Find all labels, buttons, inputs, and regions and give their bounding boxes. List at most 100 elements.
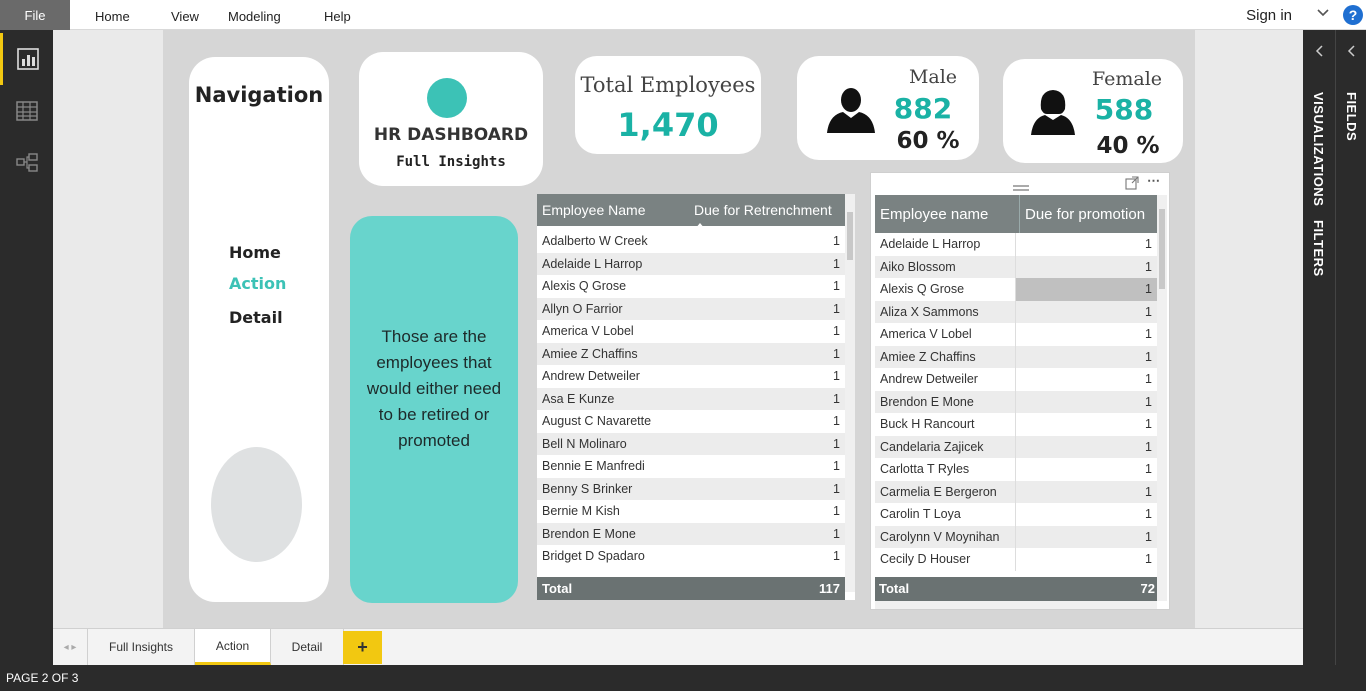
- table-row[interactable]: Buck H Rancourt 1: [875, 413, 1157, 436]
- retrenchment-employee-name-cell: Asa E Kunze: [542, 391, 615, 406]
- table-row[interactable]: Benny S Brinker 1: [537, 477, 845, 500]
- retrenchment-scroll-thumb[interactable]: [847, 212, 853, 260]
- promotion-employee-name-cell: Brendon E Mone: [880, 394, 974, 409]
- nav-link-action[interactable]: Action: [229, 274, 287, 293]
- table-row[interactable]: Amiee Z Chaffins 1: [875, 345, 1157, 368]
- table-row[interactable]: Carolin T Loya 1: [875, 503, 1157, 526]
- table-row[interactable]: Bennie E Manfredi 1: [537, 455, 845, 478]
- collapse-chevron-icon[interactable]: [1314, 44, 1324, 62]
- tab-full-insights[interactable]: Full Insights: [88, 629, 195, 665]
- nav-link-detail[interactable]: Detail: [229, 308, 283, 327]
- promotion-employee-name-cell: Andrew Detweiler: [880, 372, 978, 387]
- help-icon[interactable]: ?: [1343, 5, 1363, 25]
- table-row[interactable]: Bernie M Kish 1: [537, 500, 845, 523]
- menu-modeling[interactable]: Modeling: [228, 9, 281, 24]
- table-row[interactable]: America V Lobel 1: [875, 323, 1157, 346]
- table-row[interactable]: Asa E Kunze 1: [537, 387, 845, 410]
- table-row[interactable]: Carmelia E Bergeron 1: [875, 480, 1157, 503]
- logo-dot-icon: [427, 78, 467, 118]
- table-row[interactable]: America V Lobel 1: [537, 320, 845, 343]
- promotion-value-cell-bg: [1015, 390, 1157, 413]
- add-page-button[interactable]: +: [343, 631, 382, 664]
- table-row[interactable]: Bell N Molinaro 1: [537, 432, 845, 455]
- retrenchment-table-header: Employee Name Due for Retrenchment: [537, 194, 845, 229]
- table-row[interactable]: Adelaide L Harrop 1: [537, 252, 845, 275]
- menu-help[interactable]: Help: [324, 9, 351, 24]
- nav-link-home[interactable]: Home: [229, 243, 281, 262]
- menu-view[interactable]: View: [171, 9, 199, 24]
- chevron-down-icon[interactable]: [1316, 6, 1330, 24]
- promotion-value-cell: 1: [1145, 237, 1152, 252]
- table-row[interactable]: Adelaide L Harrop 1: [875, 233, 1157, 256]
- male-percent: 60 %: [896, 128, 960, 154]
- table-row[interactable]: Allyn O Farrior 1: [537, 297, 845, 320]
- retrenchment-employee-name-cell: August C Navarette: [542, 414, 652, 429]
- table-row[interactable]: Carlotta T Ryles 1: [875, 458, 1157, 481]
- promotion-scrollbar[interactable]: [1157, 195, 1167, 601]
- retrenchment-scrollbar[interactable]: [845, 194, 855, 592]
- column-header-due-for-promotion[interactable]: Due for promotion: [1019, 195, 1159, 233]
- table-row[interactable]: Cecily D Houser 1: [875, 548, 1157, 571]
- promotion-value-cell: 1: [1145, 507, 1152, 522]
- column-header-due-for-retrenchment[interactable]: Due for Retrenchment: [694, 202, 832, 218]
- fields-tab[interactable]: FIELDS: [1344, 92, 1359, 142]
- report-page: Navigation Home Action Detail HR DASHBOA…: [163, 30, 1195, 628]
- table-row[interactable]: Aiko Blossom 1: [875, 255, 1157, 278]
- table-row[interactable]: Alexis Q Grose 1: [875, 278, 1157, 301]
- retrenchment-employee-name-cell: Adelaide L Harrop: [542, 256, 643, 271]
- promotion-scroll-thumb[interactable]: [1159, 209, 1165, 289]
- table-row[interactable]: Alexis Q Grose 1: [537, 275, 845, 298]
- promotion-hscrollbar[interactable]: [875, 601, 1157, 609]
- promotion-value-cell-bg: [1015, 255, 1157, 278]
- tab-detail[interactable]: Detail: [271, 629, 344, 665]
- data-view-icon[interactable]: [0, 85, 53, 137]
- report-view-icon[interactable]: [0, 33, 53, 85]
- table-row[interactable]: Bridget D Spadaro 1: [537, 545, 845, 568]
- male-count: 882: [893, 92, 953, 125]
- collapse-fields-chevron-icon[interactable]: [1346, 44, 1356, 62]
- tab-scroll-arrows-icon[interactable]: ◂ ▸: [53, 629, 88, 665]
- promotion-employee-name-cell: Carlotta T Ryles: [880, 462, 970, 477]
- column-header-employee-name-promo[interactable]: Employee name: [880, 205, 989, 223]
- table-row[interactable]: Andrew Detweiler 1: [875, 368, 1157, 391]
- retrenchment-employee-name-cell: Allyn O Farrior: [542, 301, 623, 316]
- table-row[interactable]: Andrew Detweiler 1: [537, 365, 845, 388]
- view-rail: [0, 30, 53, 665]
- visualizations-tab[interactable]: VISUALIZATIONS: [1311, 92, 1326, 207]
- dashboard-subtitle: Full Insights: [396, 154, 506, 170]
- focus-mode-icon[interactable]: [1125, 175, 1139, 194]
- table-row[interactable]: Adalberto W Creek 1: [537, 230, 845, 253]
- sign-in-link[interactable]: Sign in: [1246, 7, 1292, 24]
- promotion-value-cell-bg: [1015, 458, 1157, 481]
- menu-home[interactable]: Home: [95, 9, 130, 24]
- promotion-value-cell: 1: [1145, 462, 1152, 477]
- info-card: Those are the employees that would eithe…: [350, 216, 518, 603]
- report-canvas: Navigation Home Action Detail HR DASHBOA…: [53, 30, 1303, 628]
- column-header-employee-name[interactable]: Employee Name: [542, 202, 646, 218]
- total-employees-card: Total Employees 1,470: [575, 56, 761, 154]
- file-menu[interactable]: File: [0, 0, 70, 30]
- retrenchment-table: Employee Name Due for Retrenchment Adalb…: [537, 194, 855, 600]
- more-options-icon[interactable]: ⋯: [1147, 173, 1160, 188]
- fields-pane: FIELDS: [1336, 30, 1366, 665]
- drag-handle-icon[interactable]: [1013, 177, 1029, 196]
- promotion-value-cell: 1: [1145, 349, 1152, 364]
- table-row[interactable]: Aliza X Sammons 1: [875, 300, 1157, 323]
- filters-tab[interactable]: FILTERS: [1311, 220, 1326, 277]
- page-tab-bar: ◂ ▸ Full Insights Action Detail +: [53, 628, 1303, 665]
- model-view-icon[interactable]: [0, 137, 53, 189]
- table-row[interactable]: Carolynn V Moynihan 1: [875, 525, 1157, 548]
- promotion-employee-name-cell: Buck H Rancourt: [880, 417, 975, 432]
- table-row[interactable]: Candelaria Zajicek 1: [875, 435, 1157, 458]
- promotion-table: ⋯ Employee name Due for promotion Adelai…: [870, 172, 1170, 610]
- table-row[interactable]: Brendon E Mone 1: [875, 390, 1157, 413]
- retrenchment-employee-name-cell: Bridget D Spadaro: [542, 549, 645, 564]
- table-row[interactable]: Amiee Z Chaffins 1: [537, 342, 845, 365]
- tab-action[interactable]: Action: [195, 629, 271, 665]
- table-row[interactable]: Brendon E Mone 1: [537, 522, 845, 545]
- retrenchment-employee-name-cell: Bernie M Kish: [542, 504, 620, 519]
- table-row[interactable]: August C Navarette 1: [537, 410, 845, 433]
- promotion-employee-name-cell: Candelaria Zajicek: [880, 439, 984, 454]
- retrenchment-employee-name-cell: Brendon E Mone: [542, 526, 636, 541]
- navigation-title: Navigation: [194, 83, 324, 107]
